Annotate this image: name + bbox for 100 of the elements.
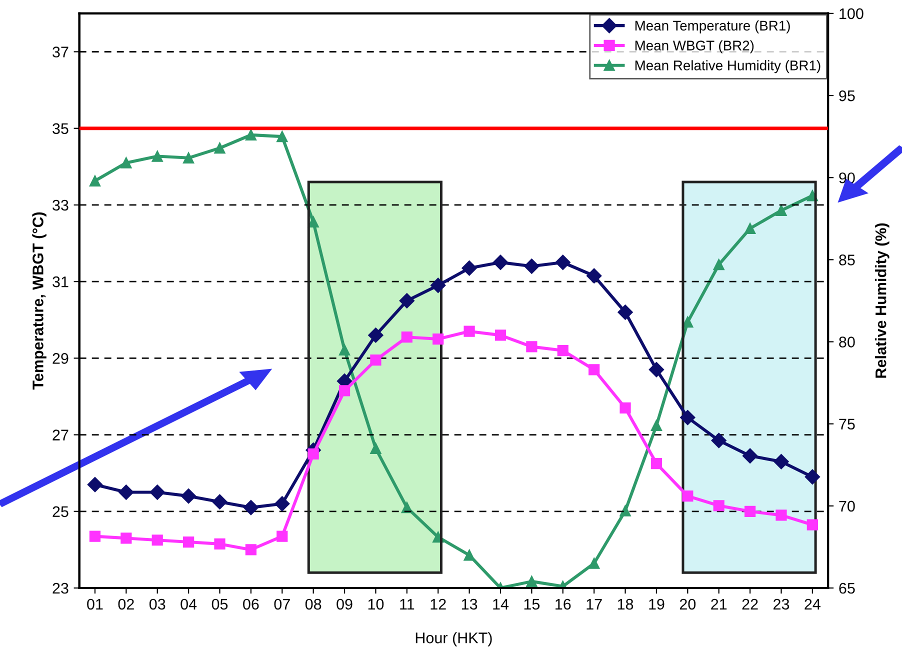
point <box>180 488 196 504</box>
x-tick-label: 20 <box>680 598 696 610</box>
point <box>401 332 412 343</box>
point <box>806 519 818 530</box>
x-tick-label: 24 <box>804 598 820 610</box>
x-tick-label: 08 <box>305 598 322 610</box>
point <box>492 254 508 270</box>
x-tick-label: 07 <box>274 598 290 610</box>
point <box>308 448 319 460</box>
legend-label: Mean Relative Humidity (BR1) <box>635 60 820 74</box>
x-tick-label: 19 <box>649 598 664 610</box>
y-axis-title: Temperature, WBGT (°C) <box>32 212 46 390</box>
point <box>648 362 664 378</box>
point <box>120 157 132 168</box>
point <box>87 477 103 492</box>
x-tick-label: 14 <box>493 598 509 610</box>
point <box>650 458 662 470</box>
point <box>368 328 384 343</box>
point <box>152 150 163 162</box>
point <box>152 534 163 546</box>
point <box>338 385 350 396</box>
point <box>308 216 319 228</box>
point <box>274 496 290 512</box>
y2-axis-title: Relative Humidity (%) <box>875 223 890 378</box>
point <box>557 344 568 356</box>
point <box>588 364 600 376</box>
point <box>526 341 538 352</box>
x-tick-label: 09 <box>336 598 352 610</box>
point <box>120 532 132 544</box>
y-tick-label: 31 <box>52 276 68 288</box>
point <box>89 175 101 186</box>
y2-tick-label: 70 <box>839 500 855 512</box>
x-tick-label: 13 <box>462 598 478 610</box>
y2-tick-label: 100 <box>840 8 864 20</box>
x-tick-label: 16 <box>556 598 571 610</box>
point <box>370 354 382 366</box>
point <box>713 500 724 512</box>
point <box>711 432 726 448</box>
point <box>212 494 228 510</box>
point <box>214 538 226 550</box>
point <box>430 278 446 293</box>
point <box>243 500 259 516</box>
y2-tick-label: 75 <box>839 418 855 430</box>
point <box>524 258 540 274</box>
x-axis-title: Hour (HKT) <box>416 632 492 646</box>
point <box>620 402 631 414</box>
point <box>245 129 256 140</box>
y-tick-label: 27 <box>52 430 68 440</box>
point <box>804 469 820 484</box>
y-tick-label: 23 <box>52 582 68 594</box>
x-tick-label: 21 <box>711 598 727 610</box>
y2-tick-label: 65 <box>839 582 855 594</box>
point <box>432 333 444 345</box>
x-tick-label: 22 <box>742 598 758 610</box>
x-tick-label: 04 <box>180 598 197 610</box>
x-tick-label: 12 <box>430 598 446 610</box>
point <box>586 268 602 284</box>
point <box>494 330 506 341</box>
point <box>682 490 694 502</box>
x-tick-label: 10 <box>368 598 384 610</box>
x-tick-label: 01 <box>87 598 103 610</box>
point <box>776 204 787 216</box>
point <box>276 131 288 142</box>
legend-label: Mean Temperature (BR1) <box>635 20 790 34</box>
point <box>713 259 724 270</box>
point <box>744 506 756 517</box>
legend-label: Mean WBGT (BR2) <box>635 40 754 54</box>
point <box>464 550 475 561</box>
point <box>682 316 694 328</box>
y2-tick-label: 85 <box>839 254 855 266</box>
x-tick-label: 06 <box>243 598 259 610</box>
point <box>399 293 414 308</box>
point <box>89 530 101 542</box>
y2-tick-label: 80 <box>839 336 855 348</box>
x-tick-label: 15 <box>524 598 540 610</box>
x-tick-label: 23 <box>774 598 790 610</box>
point <box>370 442 382 454</box>
point <box>338 344 350 356</box>
point <box>245 544 256 556</box>
point <box>776 510 787 521</box>
point <box>744 222 756 234</box>
point <box>150 484 165 500</box>
x-tick-label: 17 <box>586 598 602 610</box>
x-tick-label: 18 <box>618 598 634 610</box>
point <box>183 152 194 164</box>
point <box>618 304 633 320</box>
x-tick-label: 02 <box>118 598 134 610</box>
point <box>276 530 288 542</box>
y-tick-label: 25 <box>52 506 68 518</box>
x-tick-label: 05 <box>212 598 228 610</box>
point <box>620 505 631 516</box>
point <box>526 576 538 587</box>
y-tick-label: 33 <box>52 200 68 211</box>
y-tick-label: 35 <box>52 123 68 134</box>
point <box>680 410 696 426</box>
point <box>774 454 789 470</box>
point <box>555 254 570 270</box>
y-tick-label: 37 <box>52 46 68 58</box>
x-tick-label: 03 <box>149 598 166 610</box>
point <box>464 326 475 337</box>
